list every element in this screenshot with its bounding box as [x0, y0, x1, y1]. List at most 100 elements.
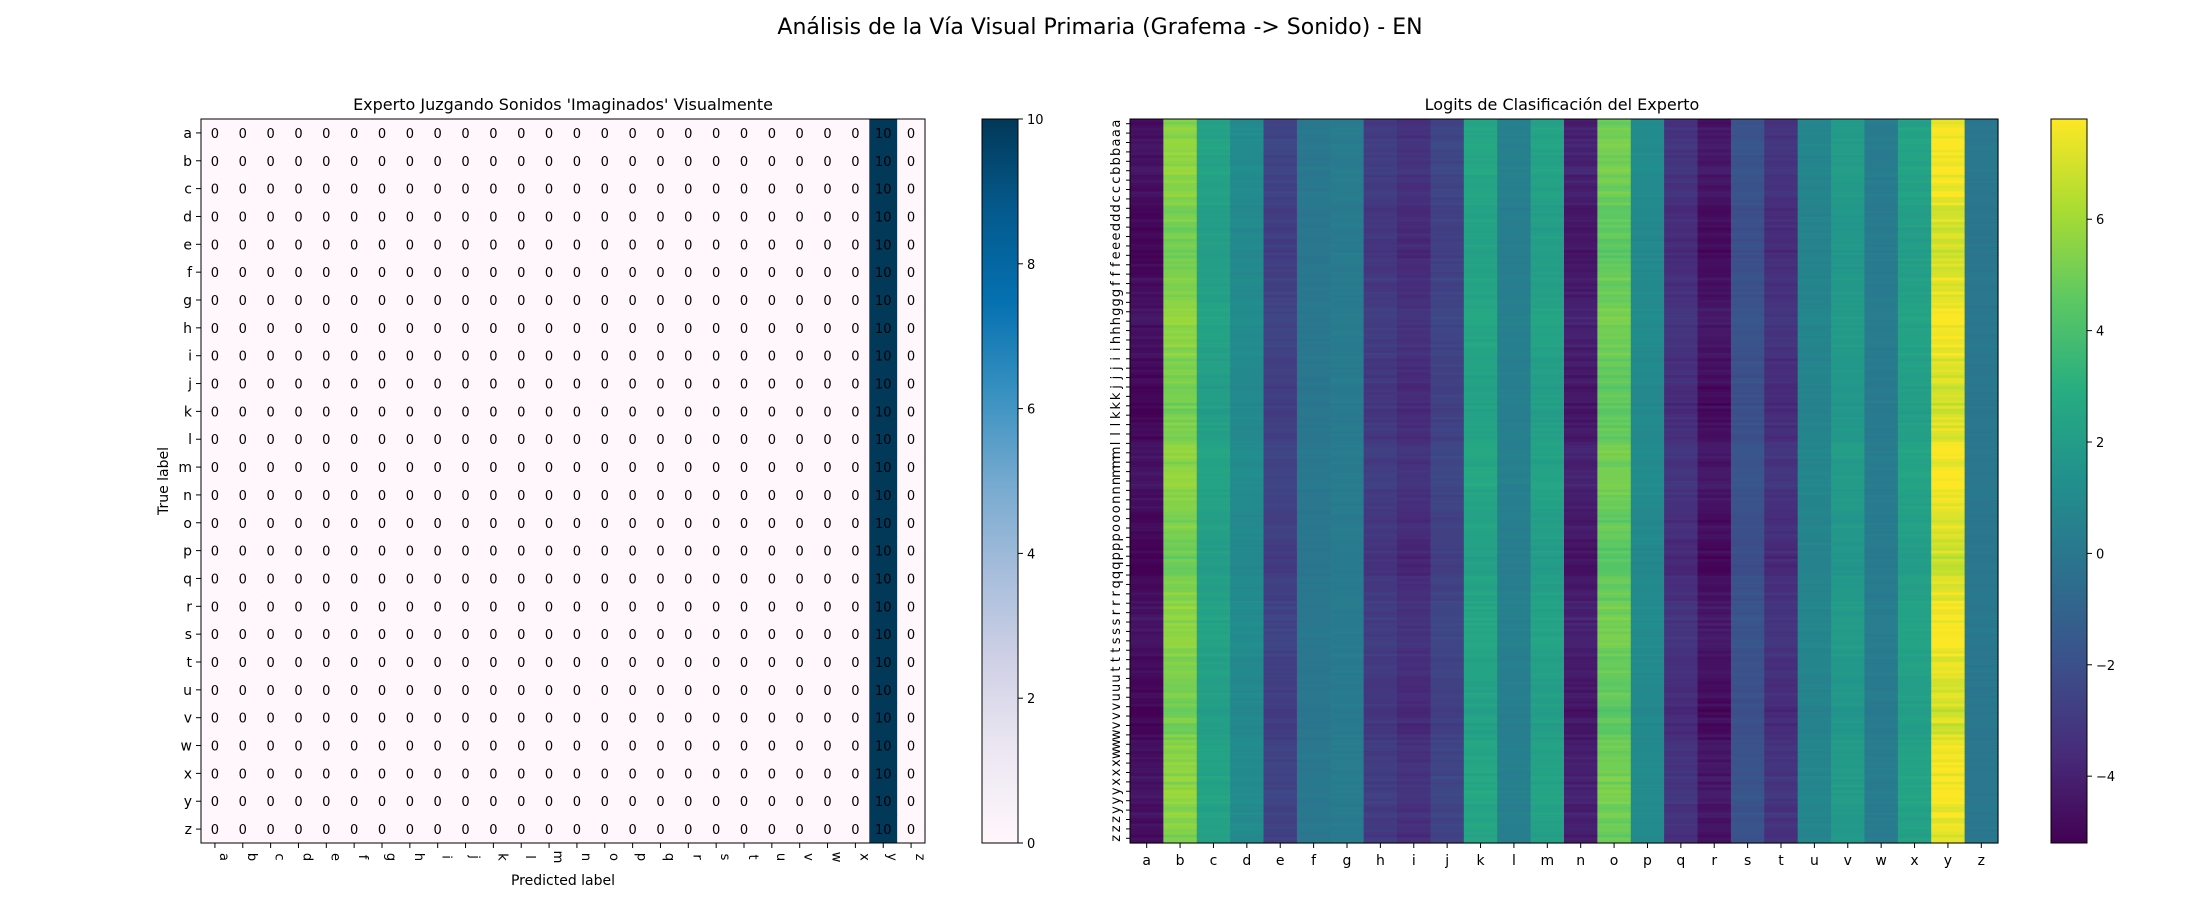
confusion-cell-value: 0	[601, 545, 609, 560]
confusion-cell-value: 0	[712, 600, 720, 615]
y-tick-label: h	[183, 321, 192, 337]
confusion-cell-value: 0	[740, 183, 748, 198]
confusion-cell	[590, 425, 620, 454]
confusion-cell-value: 0	[628, 378, 636, 393]
y-tick-label: b	[183, 154, 192, 170]
confusion-cell	[201, 230, 230, 259]
confusion-cell-value: 0	[573, 405, 581, 420]
confusion-cell	[646, 397, 675, 426]
confusion-cell-value: 0	[322, 740, 330, 755]
y-tick-label: m	[178, 460, 192, 476]
confusion-cell	[897, 119, 926, 148]
confusion-cell-value: 0	[211, 489, 219, 504]
confusion-cell-value: 0	[350, 433, 358, 448]
confusion-cell-value: 0	[628, 628, 636, 643]
confusion-cell-value: 0	[434, 740, 442, 755]
confusion-cell-value: 0	[823, 210, 831, 225]
confusion-cell	[646, 174, 675, 204]
confusion-cell-value: 0	[266, 545, 274, 560]
confusion-cell-value: 0	[322, 155, 330, 170]
confusion-cell	[702, 230, 731, 259]
confusion-cell-value: 0	[545, 461, 553, 476]
confusion-cell	[535, 369, 564, 398]
confusion-cell	[395, 453, 425, 482]
confusion-cell-value: 0	[851, 712, 859, 727]
confusion-cell	[813, 369, 842, 398]
confusion-cell-value: 0	[434, 350, 442, 365]
confusion-cell	[785, 341, 815, 371]
confusion-cell	[897, 397, 926, 426]
confusion-cell	[869, 146, 898, 176]
confusion-cell-value: 0	[573, 545, 581, 560]
confusion-cell-value: 0	[684, 656, 692, 671]
confusion-cell-value: 0	[796, 712, 804, 727]
confusion-cell	[201, 313, 230, 343]
confusion-cell	[507, 453, 536, 482]
confusion-cell	[423, 369, 453, 398]
confusion-cell-value: 0	[517, 684, 525, 699]
confusion-cell	[228, 313, 258, 343]
confusion-cell-value: 0	[823, 628, 831, 643]
confusion-cell	[730, 313, 759, 343]
confusion-cell	[813, 286, 842, 315]
confusion-cell-value: 0	[545, 266, 553, 281]
y-tick-label: s	[185, 627, 192, 643]
confusion-cell-value: 0	[461, 127, 469, 142]
confusion-cell	[368, 119, 397, 148]
confusion-cell-value: 0	[489, 628, 497, 643]
confusion-cell	[340, 313, 369, 343]
confusion-cell-value: 0	[601, 767, 609, 782]
confusion-cell	[618, 146, 648, 176]
confusion-cell	[368, 230, 397, 259]
confusion-cell-value: 0	[378, 572, 386, 587]
confusion-cell-value: 0	[573, 517, 581, 532]
confusion-cell-value: 0	[489, 545, 497, 560]
x-tick-label: g	[383, 853, 398, 861]
confusion-cell	[451, 202, 480, 231]
confusion-cell	[785, 286, 815, 315]
confusion-cell-value: 0	[656, 266, 664, 281]
x-tick-label: p	[634, 853, 649, 861]
confusion-cell-value: 0	[796, 740, 804, 755]
confusion-cell-value: 10	[875, 405, 892, 420]
confusion-cell-value: 0	[796, 127, 804, 142]
confusion-cell-value: 0	[294, 378, 302, 393]
confusion-cell-value: 0	[489, 405, 497, 420]
confusion-cell	[479, 174, 508, 204]
confusion-cell-value: 0	[489, 572, 497, 587]
confusion-cell	[618, 313, 648, 343]
confusion-cell-value: 0	[266, 656, 274, 671]
confusion-cell-value: 0	[684, 266, 692, 281]
confusion-cell-value: 0	[294, 628, 302, 643]
confusion-cell-value: 10	[875, 628, 892, 643]
confusion-cell-value: 0	[461, 210, 469, 225]
confusion-cell-value: 0	[545, 489, 553, 504]
x-tick-label: q	[661, 853, 676, 861]
confusion-cell	[841, 397, 870, 426]
confusion-cell-value: 0	[573, 572, 581, 587]
confusion-cell-value: 0	[740, 712, 748, 727]
confusion-cell	[312, 230, 341, 259]
confusion-cell-value: 0	[406, 461, 414, 476]
confusion-cell-value: 0	[211, 127, 219, 142]
confusion-cell-value: 0	[461, 155, 469, 170]
confusion-cell-value: 0	[796, 433, 804, 448]
confusion-cell	[618, 341, 648, 371]
confusion-cell-value: 0	[823, 350, 831, 365]
confusion-cell-value: 0	[712, 210, 720, 225]
confusion-cell-value: 0	[266, 378, 274, 393]
confusion-cell-value: 10	[875, 127, 892, 142]
confusion-cell-value: 10	[875, 155, 892, 170]
confusion-cell-value: 0	[378, 378, 386, 393]
confusion-cell	[451, 119, 480, 148]
confusion-cell-value: 0	[573, 266, 581, 281]
confusion-cell-value: 0	[434, 795, 442, 810]
confusion-cell-value: 0	[573, 155, 581, 170]
confusion-cell-value: 0	[350, 155, 358, 170]
confusion-cell	[423, 286, 453, 315]
confusion-cell-value: 0	[573, 433, 581, 448]
confusion-cell-value: 0	[601, 823, 609, 838]
confusion-cell-value: 0	[712, 712, 720, 727]
confusion-cell-value: 0	[489, 433, 497, 448]
